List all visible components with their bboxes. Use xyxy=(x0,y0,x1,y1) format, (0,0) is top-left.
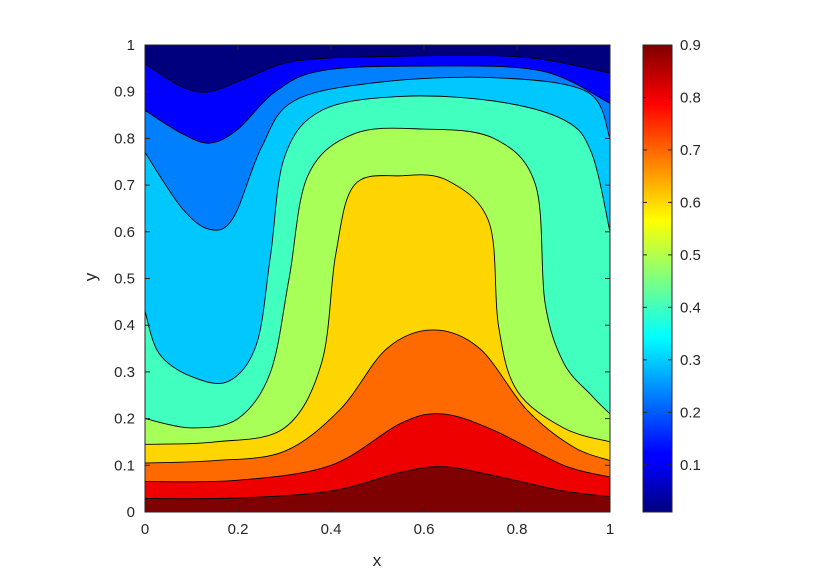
contour-line xyxy=(145,174,610,445)
x-tick-label: 0.2 xyxy=(228,521,249,538)
x-tick-label: 0.8 xyxy=(507,521,528,538)
colorbar-tick-label: 0.4 xyxy=(680,299,701,316)
contour-lines xyxy=(145,54,610,500)
y-tick-label: 0.9 xyxy=(114,84,135,101)
y-tick-label: 0.7 xyxy=(114,177,135,194)
y-axis-label: y xyxy=(81,272,100,281)
colorbar-tick-label: 0.6 xyxy=(680,194,701,211)
y-tick-label: 1 xyxy=(127,37,135,54)
contour-line xyxy=(145,54,610,93)
contour-line xyxy=(145,76,610,231)
colorbar-gradient xyxy=(643,45,672,512)
plot-area xyxy=(144,44,611,513)
x-tick-label: 0 xyxy=(141,521,149,538)
contour-band xyxy=(145,45,610,93)
colorbar-tick-label: 0.7 xyxy=(680,142,701,159)
colorbar-tick-label: 0.9 xyxy=(680,37,701,54)
colorbar-tick-label: 0.1 xyxy=(680,457,701,474)
x-tick-label: 0.4 xyxy=(321,521,342,538)
y-tick-label: 0.2 xyxy=(114,411,135,428)
x-tick-label: 0.6 xyxy=(414,521,435,538)
y-tick-label: 0.3 xyxy=(114,364,135,381)
contour-fills xyxy=(145,45,610,512)
contour-line xyxy=(145,95,610,384)
x-tick-label: 1 xyxy=(606,521,614,538)
colorbar-tick-label: 0.2 xyxy=(680,404,701,421)
y-tick-label: 0.4 xyxy=(114,317,135,334)
y-tick-label: 0.8 xyxy=(114,130,135,147)
y-tick-label: 0.1 xyxy=(114,457,135,474)
contour-line xyxy=(145,466,610,500)
contour-line xyxy=(145,65,610,144)
y-tick-label: 0 xyxy=(127,504,135,521)
colorbar-tick-label: 0.8 xyxy=(680,89,701,106)
contour-line xyxy=(145,329,610,464)
contour-line xyxy=(145,413,610,483)
colorbar-tick-label: 0.5 xyxy=(680,247,701,264)
y-tick-label: 0.5 xyxy=(114,271,135,288)
axis-ticks: 0 0.2 0.4 0.6 0.8 1 0 0.1 0.2 0.3 0.4 0.5 0.6 0.7 0.8 0… xyxy=(114,37,614,538)
x-axis-label: x xyxy=(373,551,382,570)
contour-line xyxy=(145,127,610,429)
colorbar-frame xyxy=(642,44,673,513)
colorbar: 0.1 0.2 0.3 0.4 0.5 0.6 0.7 0.8 0.9 xyxy=(642,37,701,513)
y-tick-label: 0.6 xyxy=(114,224,135,241)
colorbar-tick-label: 0.3 xyxy=(680,352,701,369)
